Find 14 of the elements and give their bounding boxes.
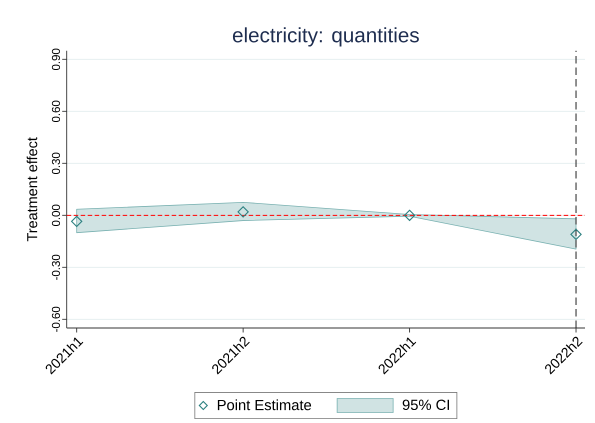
chart-title: electricity: quantities [232, 27, 419, 47]
legend-label: Point Estimate [218, 399, 312, 410]
y-tick-label: -0.30 [52, 254, 60, 280]
point [570, 228, 582, 240]
point [71, 216, 82, 228]
y-axis-title: Treatment effect [26, 137, 38, 242]
point [404, 210, 416, 221]
legend-label: 95% CI [402, 400, 449, 410]
point [237, 206, 249, 218]
y-tick-label: 0.90 [52, 48, 60, 70]
y-tick-label: -0.60 [52, 306, 60, 332]
y-tick-label: 0.00 [52, 204, 60, 226]
y-tick-label: 0.60 [52, 100, 60, 122]
y-tick-label: 0.30 [52, 152, 60, 174]
